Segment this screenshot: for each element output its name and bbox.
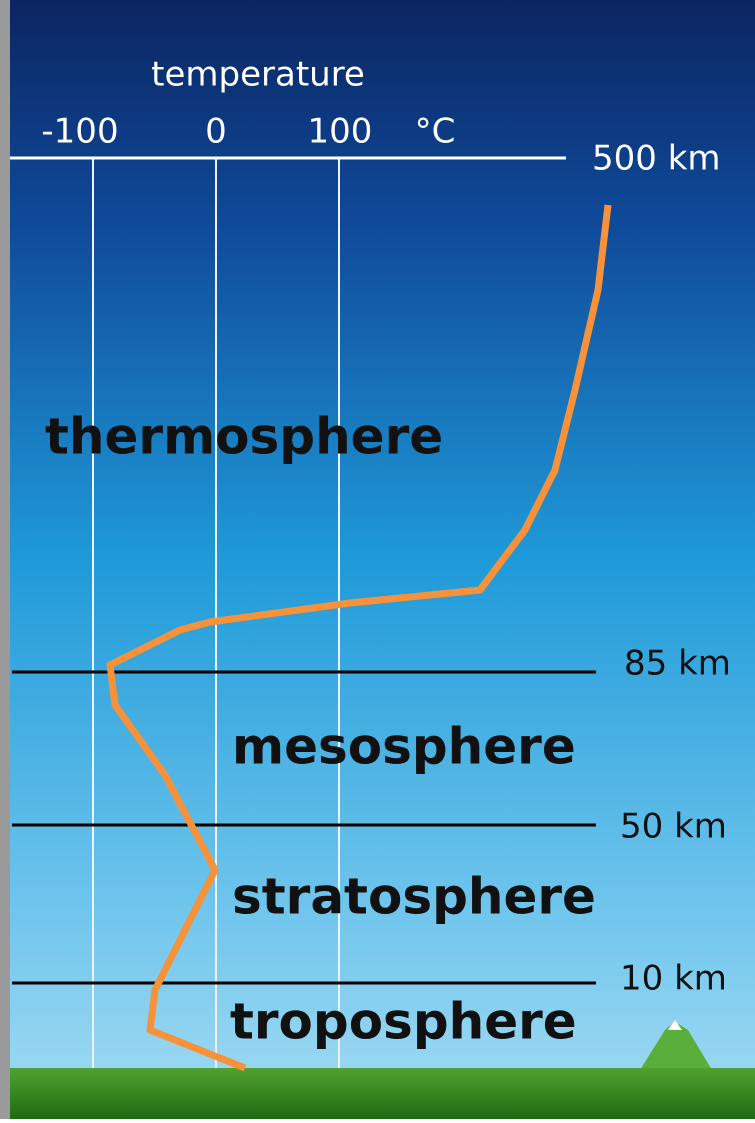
altitude-label: 500 km	[592, 139, 721, 179]
altitude-label: 10 km	[620, 959, 727, 999]
axis-title: temperature	[151, 55, 365, 95]
layer-name: stratosphere	[232, 868, 596, 926]
layer-name: thermosphere	[45, 408, 443, 466]
atmosphere-diagram: temperature -100 0 100 °C 500 km 85 km 5…	[0, 0, 755, 1119]
tick-label: -100	[41, 112, 118, 152]
tick-label: 100	[308, 112, 373, 152]
page: temperature -100 0 100 °C 500 km 85 km 5…	[0, 0, 755, 1119]
altitude-label: 85 km	[624, 644, 731, 684]
layer-name: mesosphere	[232, 718, 576, 776]
layer-name: troposphere	[230, 993, 577, 1051]
unit-label: °C	[415, 112, 456, 152]
tick-label: 0	[205, 112, 227, 152]
ground	[10, 1068, 755, 1119]
altitude-label: 50 km	[620, 807, 727, 847]
